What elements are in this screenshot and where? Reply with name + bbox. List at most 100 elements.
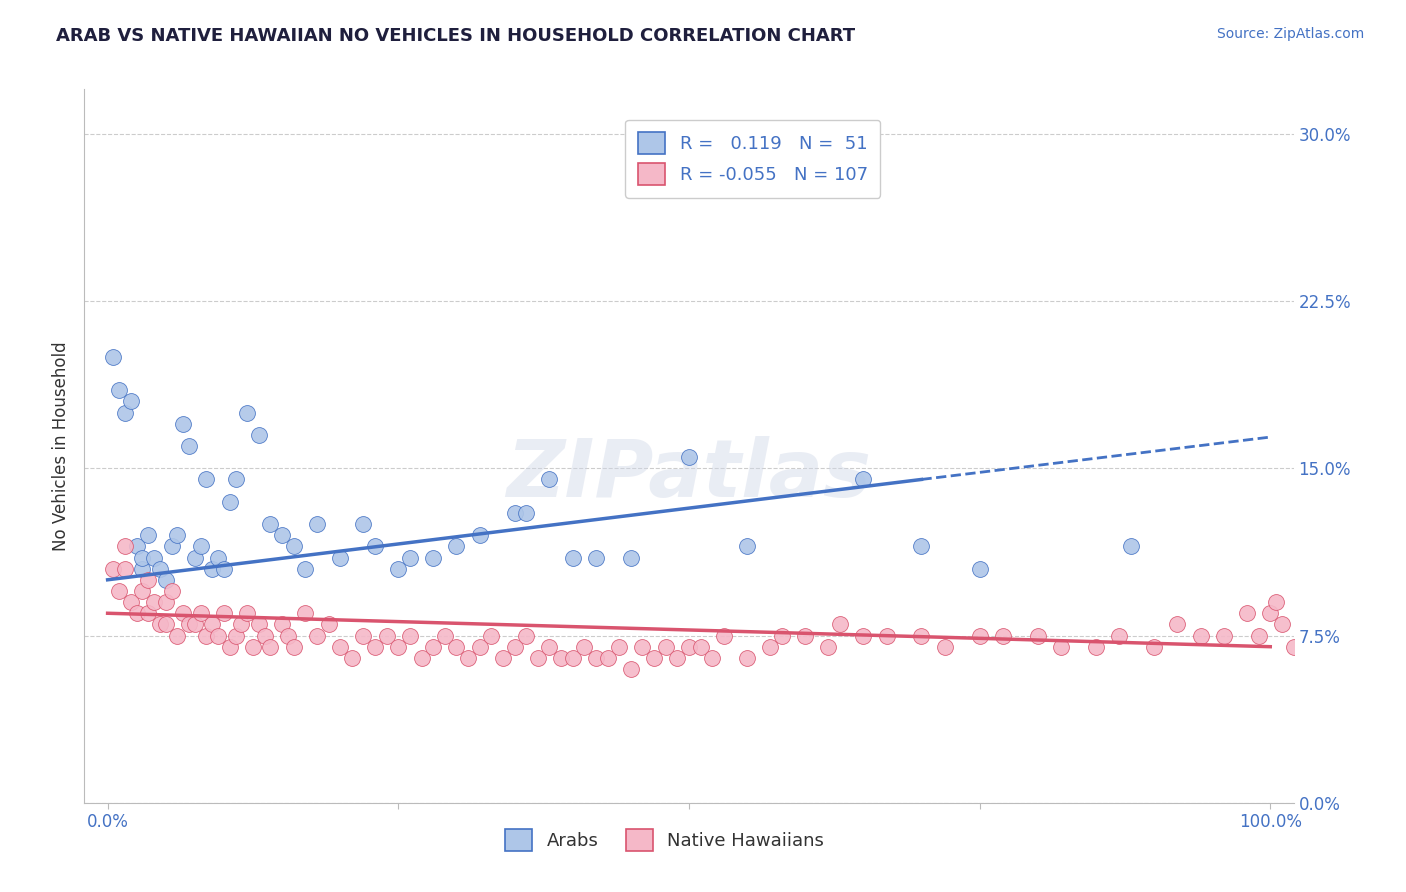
Point (242, 640, 264, 654)
Point (1108, 628, 1130, 642)
Point (433, 628, 456, 642)
Point (830, 617, 852, 632)
Point (329, 550, 352, 565)
Point (446, 539, 468, 553)
Point (550, 651, 572, 665)
Point (236, 405, 259, 419)
Point (1375, 684, 1398, 698)
Point (631, 640, 654, 654)
Point (1271, 617, 1294, 632)
Point (1399, 706, 1406, 721)
Point (195, 472, 218, 486)
Point (1306, 684, 1329, 698)
Point (991, 628, 1014, 642)
Point (108, 384, 131, 398)
Point (702, 651, 724, 665)
Point (155, 617, 177, 632)
Point (155, 573, 177, 587)
Point (271, 528, 294, 542)
Point (247, 427, 270, 442)
Point (1143, 640, 1166, 654)
Point (794, 628, 817, 642)
Point (160, 539, 183, 553)
Point (103, 562, 125, 576)
Point (561, 651, 583, 665)
Point (654, 640, 676, 654)
Point (387, 640, 409, 654)
Point (184, 550, 207, 565)
Legend: Arabs, Native Hawaiians: Arabs, Native Hawaiians (498, 822, 831, 858)
Point (375, 628, 398, 642)
Point (352, 628, 374, 642)
Text: ARAB VS NATIVE HAWAIIAN NO VEHICLES IN HOUSEHOLD CORRELATION CHART: ARAB VS NATIVE HAWAIIAN NO VEHICLES IN H… (56, 27, 855, 45)
Point (143, 550, 166, 565)
Point (1258, 607, 1281, 621)
Point (207, 628, 229, 642)
Point (190, 607, 212, 621)
Point (574, 640, 596, 654)
Point (253, 628, 276, 642)
Point (201, 562, 224, 576)
Point (218, 494, 240, 508)
Point (1212, 628, 1234, 642)
Point (177, 617, 200, 632)
Point (1386, 696, 1406, 710)
Point (120, 595, 142, 609)
Point (1282, 640, 1305, 654)
Point (794, 137, 817, 152)
Point (969, 562, 991, 576)
Point (352, 516, 374, 531)
Point (1236, 607, 1258, 621)
Point (103, 350, 125, 364)
Point (136, 528, 159, 542)
Point (515, 506, 537, 520)
Point (399, 550, 422, 565)
Point (817, 640, 839, 654)
Point (364, 640, 387, 654)
Point (1166, 617, 1188, 632)
Point (283, 640, 305, 654)
Point (969, 628, 991, 642)
Point (678, 450, 700, 464)
Point (201, 617, 224, 632)
Point (620, 662, 643, 676)
Point (666, 651, 689, 665)
Point (114, 562, 136, 576)
Point (852, 628, 875, 642)
Point (259, 640, 281, 654)
Point (399, 628, 422, 642)
Point (136, 607, 159, 621)
Point (329, 640, 352, 654)
Point (131, 562, 153, 576)
Point (934, 640, 956, 654)
Point (305, 628, 328, 642)
Point (259, 516, 281, 531)
Point (247, 617, 270, 632)
Point (387, 562, 409, 576)
Point (149, 617, 172, 632)
Point (479, 628, 502, 642)
Point (294, 607, 316, 621)
Point (125, 607, 148, 621)
Point (131, 550, 153, 565)
Point (136, 573, 159, 587)
Point (177, 439, 200, 453)
Point (125, 539, 148, 553)
Point (1119, 539, 1142, 553)
Point (585, 651, 607, 665)
Point (131, 583, 153, 598)
Point (114, 405, 136, 419)
Point (283, 539, 305, 553)
Point (503, 640, 526, 654)
Point (231, 617, 253, 632)
Text: Source: ZipAtlas.com: Source: ZipAtlas.com (1216, 27, 1364, 41)
Point (538, 640, 561, 654)
Point (225, 472, 247, 486)
Point (689, 640, 711, 654)
Point (236, 607, 259, 621)
Point (172, 607, 194, 621)
Point (218, 640, 240, 654)
Point (643, 651, 665, 665)
Point (195, 628, 218, 642)
Point (620, 550, 643, 565)
